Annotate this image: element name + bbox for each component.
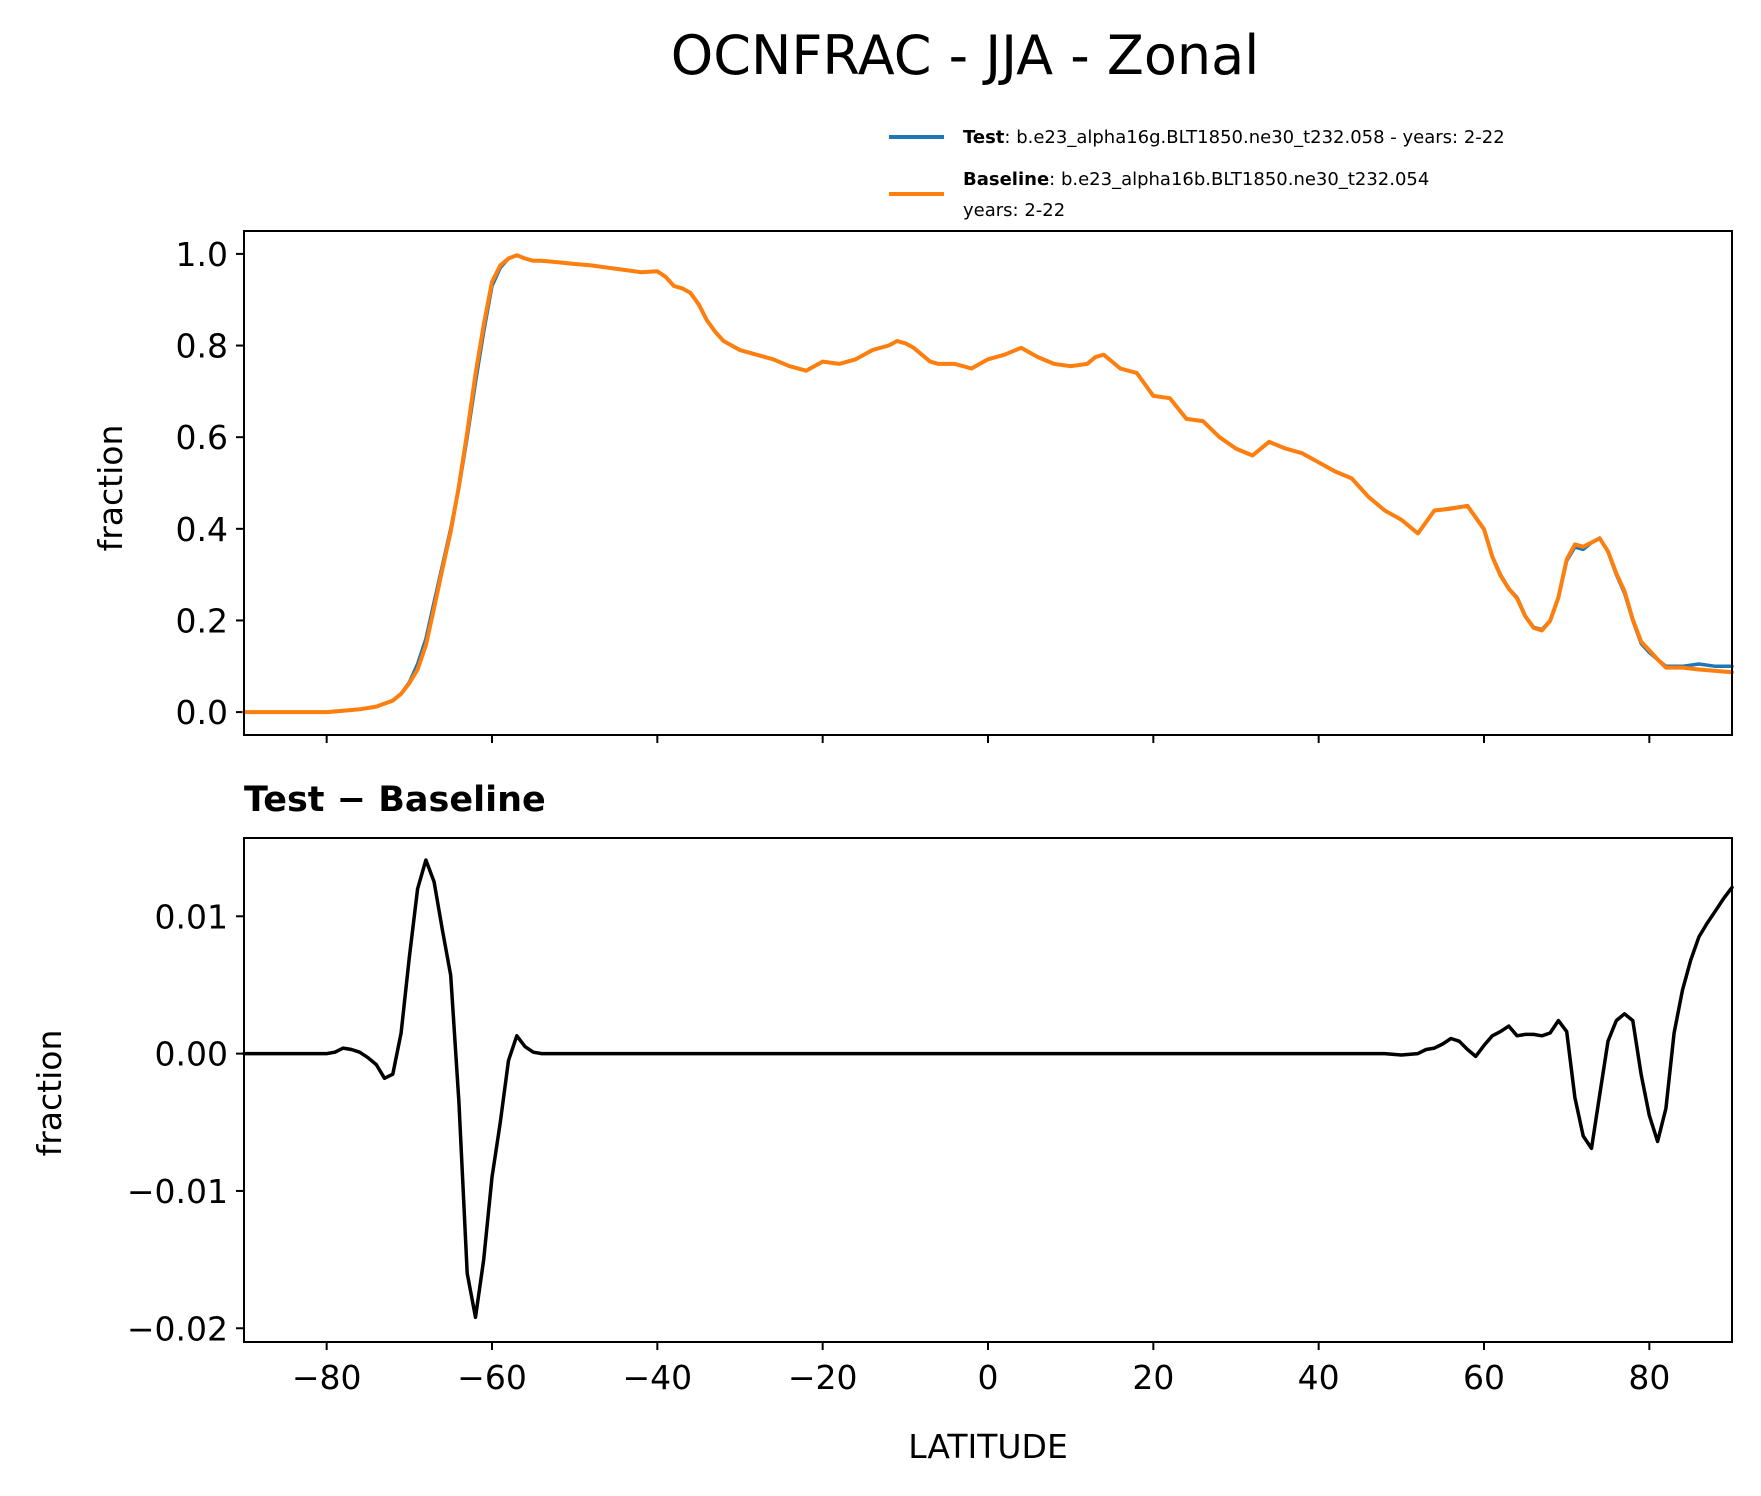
legend-test-text: : b.e23_alpha16g.BLT1850.ne30_t232.058 -… xyxy=(1004,127,1504,148)
top-panel: fraction 0.0 0.2 0.4 0.6 0.8 1.0 xyxy=(91,230,1734,743)
bottom-plot-frame xyxy=(243,837,1733,1343)
legend-entry-baseline: Baseline: b.e23_alpha16b.BLT1850.ne30_t2… xyxy=(963,169,1429,190)
bottom-title: Test − Baseline xyxy=(244,780,546,820)
bottom-xtick-label: 80 xyxy=(1628,1358,1670,1397)
bottom-xtick-label: 60 xyxy=(1463,1358,1505,1397)
bottom-xtick-label: −80 xyxy=(292,1358,362,1397)
bottom-xticks: −80 −60 −40 −20 0 20 40 60 80 xyxy=(292,1342,1670,1397)
bottom-xtick-label: −60 xyxy=(457,1358,527,1397)
top-ytick-label: 0.4 xyxy=(176,510,228,549)
top-yticks: 0.0 0.2 0.4 0.6 0.8 1.0 xyxy=(176,235,244,732)
bottom-yticks: −0.02 −0.01 0.00 0.01 xyxy=(127,897,244,1348)
legend-entry-test: Test: b.e23_alpha16g.BLT1850.ne30_t232.0… xyxy=(963,127,1505,148)
top-ytick-label: 0.6 xyxy=(176,418,228,457)
bottom-xtick-label: 40 xyxy=(1298,1358,1340,1397)
bottom-ytick-label: −0.02 xyxy=(127,1309,228,1348)
bottom-panel: Test − Baseline fraction −0.02 −0.01 0.00 0… xyxy=(30,780,1734,1466)
legend-baseline-years: years: 2-22 xyxy=(963,200,1065,221)
legend-test-bold: Test xyxy=(963,127,1005,148)
bottom-ylabel: fraction xyxy=(30,1030,69,1157)
top-ylabel: fraction xyxy=(91,425,130,552)
figure-title: OCNFRAC - JJA - Zonal xyxy=(671,24,1260,87)
bottom-ytick-label: −0.01 xyxy=(127,1172,228,1211)
legend: Test: b.e23_alpha16g.BLT1850.ne30_t232.0… xyxy=(889,127,1505,221)
bottom-ytick-label: 0.01 xyxy=(155,897,228,936)
top-ytick-label: 1.0 xyxy=(176,235,228,274)
bottom-xtick-label: −20 xyxy=(788,1358,858,1397)
top-ytick-label: 0.0 xyxy=(176,693,228,732)
bottom-series xyxy=(242,858,1734,1320)
top-series xyxy=(242,253,1734,715)
bottom-xtick-label: 20 xyxy=(1132,1358,1174,1397)
top-ytick-label: 0.2 xyxy=(176,601,228,640)
bottom-series-difference-line xyxy=(242,858,1734,1320)
bottom-xtick-label: 0 xyxy=(978,1358,999,1397)
bottom-xtick-label: −40 xyxy=(623,1358,693,1397)
top-series-baseline-line xyxy=(242,253,1734,715)
top-xticks xyxy=(325,735,1651,743)
top-plot-frame xyxy=(243,230,1733,736)
legend-baseline-text: : b.e23_alpha16b.BLT1850.ne30_t232.054 xyxy=(1049,169,1429,190)
bottom-xlabel: LATITUDE xyxy=(908,1427,1068,1466)
legend-baseline-bold: Baseline xyxy=(963,169,1049,190)
top-series-test-line xyxy=(242,253,1734,714)
bottom-ytick-label: 0.00 xyxy=(155,1035,228,1074)
top-ytick-label: 0.8 xyxy=(176,327,228,366)
